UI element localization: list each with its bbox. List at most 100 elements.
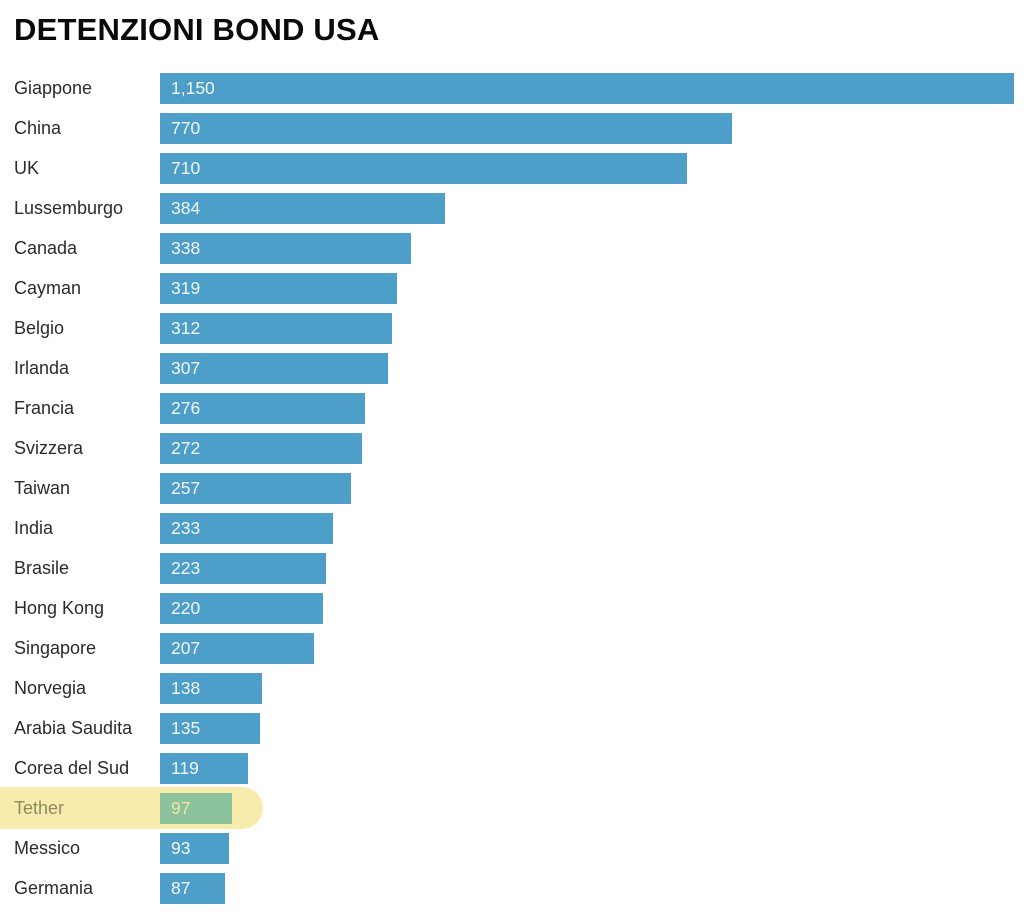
bar: 710: [160, 152, 688, 184]
chart-row: Brasile 223: [0, 548, 1024, 588]
bar: 276: [160, 392, 365, 424]
bar-track: 319: [160, 272, 1014, 304]
bar-track: 1,150: [160, 72, 1014, 104]
chart-row: Svizzera 272: [0, 428, 1024, 468]
bar-track: 119: [160, 752, 1014, 784]
chart-row: Irlanda 307: [0, 348, 1024, 388]
category-label: Svizzera: [14, 437, 84, 458]
value-label: 257: [171, 477, 201, 498]
bar: 307: [160, 352, 388, 384]
bar-track: 87: [160, 872, 1014, 904]
bar: 138: [160, 672, 263, 704]
chart-row: Taiwan 257: [0, 468, 1024, 508]
value-label: 276: [171, 397, 201, 418]
bar-track: 710: [160, 152, 1014, 184]
value-label: 93: [171, 837, 191, 858]
chart-row: Francia 276: [0, 388, 1024, 428]
chart-row: Lussemburgo 384: [0, 188, 1024, 228]
chart-row: Norvegia 138: [0, 668, 1024, 708]
value-label: 338: [171, 237, 201, 258]
bar: 1,150: [160, 72, 1014, 104]
category-label: Messico: [14, 837, 81, 858]
bar-track: 338: [160, 232, 1014, 264]
bar-track: 272: [160, 432, 1014, 464]
chart-row: Messico 93: [0, 828, 1024, 868]
bar: 338: [160, 232, 411, 264]
category-label: India: [14, 517, 54, 538]
bar: 97: [160, 792, 233, 824]
category-label: China: [14, 117, 62, 138]
category-label: Corea del Sud: [14, 757, 130, 778]
bar: 207: [160, 632, 314, 664]
chart-title: DETENZIONI BOND USA: [14, 12, 380, 47]
category-label: UK: [14, 157, 40, 178]
category-label: Cayman: [14, 277, 82, 298]
category-label: Lussemburgo: [14, 197, 124, 218]
category-label: Singapore: [14, 637, 97, 658]
category-label: Giappone: [14, 77, 93, 98]
bar: 257: [160, 472, 351, 504]
value-label: 119: [171, 757, 199, 778]
bar: 770: [160, 112, 732, 144]
bar: 319: [160, 272, 397, 304]
value-label: 1,150: [171, 77, 215, 98]
bar-track: 307: [160, 352, 1014, 384]
chart-row: Germania 87: [0, 868, 1024, 908]
category-label: Norvegia: [14, 677, 87, 698]
bar-track: 312: [160, 312, 1014, 344]
category-label: Brasile: [14, 557, 70, 578]
value-label: 220: [171, 597, 201, 618]
bar-track: 97: [160, 792, 1014, 824]
bar: 233: [160, 512, 334, 544]
category-label: Irlanda: [14, 357, 70, 378]
bar-track: 207: [160, 632, 1014, 664]
chart-row: Cayman 319: [0, 268, 1024, 308]
value-label: 97: [171, 797, 191, 818]
bar-track: 135: [160, 712, 1014, 744]
bar-track: 233: [160, 512, 1014, 544]
value-label: 312: [171, 317, 201, 338]
bar-track: 220: [160, 592, 1014, 624]
bar-track: 223: [160, 552, 1014, 584]
value-label: 710: [171, 157, 201, 178]
chart-row: Hong Kong 220: [0, 588, 1024, 628]
category-label: Germania: [14, 877, 94, 898]
category-label: Arabia Saudita: [14, 717, 133, 738]
chart-row: China 770: [0, 108, 1024, 148]
chart-row: UK 710: [0, 148, 1024, 188]
category-label: Hong Kong: [14, 597, 105, 618]
chart-row: Corea del Sud 119: [0, 748, 1024, 788]
chart-rows: Giappone 1,150 China 770 UK 710 Lussembu…: [0, 68, 1024, 908]
value-label: 307: [171, 357, 201, 378]
value-label: 207: [171, 637, 201, 658]
bar: 135: [160, 712, 261, 744]
bar-track: 138: [160, 672, 1014, 704]
chart-row: Giappone 1,150: [0, 68, 1024, 108]
chart-row: Tether 97: [0, 787, 1024, 829]
bar: 312: [160, 312, 392, 344]
chart-row: India 233: [0, 508, 1024, 548]
bar: 223: [160, 552, 326, 584]
value-label: 272: [171, 437, 201, 458]
bar-track: 384: [160, 192, 1014, 224]
bar-track: 770: [160, 112, 1014, 144]
chart-row: Singapore 207: [0, 628, 1024, 668]
value-label: 233: [171, 517, 201, 538]
value-label: 770: [171, 117, 201, 138]
value-label: 135: [171, 717, 201, 738]
value-label: 384: [171, 197, 201, 218]
bar: 272: [160, 432, 362, 464]
bar-track: 257: [160, 472, 1014, 504]
category-label: Canada: [14, 237, 78, 258]
bar: 119: [160, 752, 249, 784]
bar-track: 93: [160, 832, 1014, 864]
category-label: Taiwan: [14, 477, 71, 498]
chart-row: Canada 338: [0, 228, 1024, 268]
category-label: Francia: [14, 397, 75, 418]
value-label: 87: [171, 877, 191, 898]
chart-row: Arabia Saudita 135: [0, 708, 1024, 748]
value-label: 223: [171, 557, 201, 578]
bar: 220: [160, 592, 324, 624]
bar: 384: [160, 192, 446, 224]
